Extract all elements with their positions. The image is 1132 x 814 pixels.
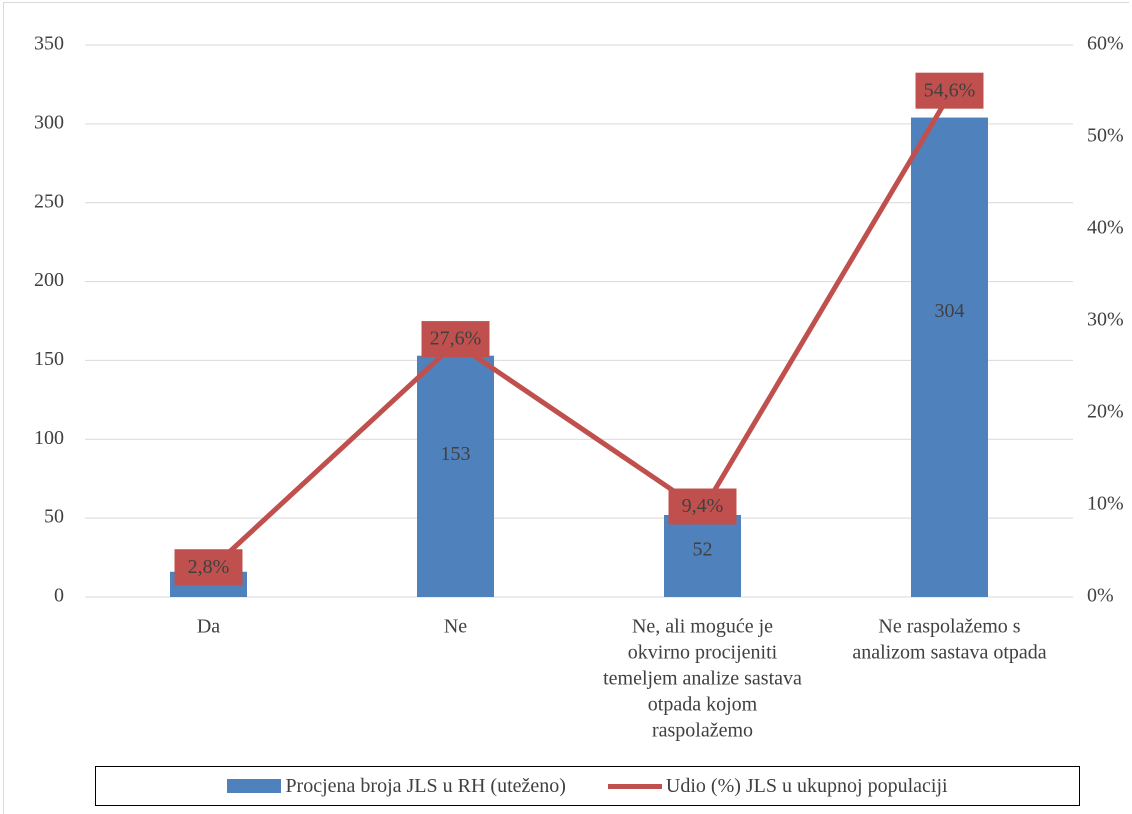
y-left-tick-label: 50 [44, 506, 64, 528]
bar-value-label: 52 [693, 538, 713, 560]
y-right-tick-label: 50% [1087, 125, 1124, 147]
bar [417, 355, 494, 597]
legend-item-bar: Procjena broja JLS u RH (uteženo) [227, 774, 566, 798]
legend-bar-label: Procjena broja JLS u RH (uteženo) [285, 774, 566, 797]
legend-bar-swatch [227, 779, 282, 793]
y-right-tick-label: 20% [1087, 401, 1124, 423]
y-left-tick-label: 300 [34, 111, 64, 133]
bar [911, 117, 988, 597]
y-right-tick-label: 0% [1087, 585, 1114, 607]
y-left-tick-label: 150 [34, 348, 64, 370]
bar [664, 514, 741, 597]
y-right-tick-label: 10% [1087, 493, 1124, 515]
x-tick-label: okvirno procijeniti [628, 642, 778, 664]
legend: Procjena broja JLS u RH (uteženo) Udio (… [95, 766, 1080, 806]
x-tick-label: Ne, ali moguće je [632, 616, 773, 638]
x-tick-label: otpada kojom [648, 694, 758, 716]
legend-line-label: Udio (%) JLS u ukupnoj populaciji [665, 774, 948, 797]
bar-value-label: 304 [935, 300, 965, 322]
line-value-label-box [668, 488, 737, 525]
y-left-tick-label: 350 [34, 33, 64, 55]
line-value-label: 27,6% [430, 328, 482, 350]
x-tick-label: temeljem analize sastava [603, 668, 802, 690]
y-right-tick-label: 40% [1087, 217, 1124, 239]
line-value-label: 54,6% [924, 79, 976, 101]
line-value-label-box [915, 72, 984, 109]
x-tick-label: analizom sastava otpada [852, 642, 1046, 664]
legend-line-swatch [607, 783, 662, 789]
y-right-tick-label: 30% [1087, 309, 1124, 331]
y-right-tick-label: 60% [1087, 33, 1124, 55]
line-value-label: 9,4% [682, 495, 724, 517]
legend-item-line: Udio (%) JLS u ukupnoj populaciji [607, 774, 948, 798]
line-value-label-box [174, 549, 243, 586]
x-tick-label: Ne [444, 616, 467, 638]
series-line [206, 93, 952, 574]
line-value-label: 2,8% [188, 556, 230, 578]
y-left-tick-label: 0 [54, 585, 64, 607]
chart-frame [3, 2, 1129, 814]
x-tick-label: Ne raspolažemo s [878, 616, 1020, 638]
y-left-tick-label: 100 [34, 427, 64, 449]
bar-value-label: 153 [441, 443, 471, 465]
line-value-label-box [421, 321, 490, 358]
y-left-tick-label: 200 [34, 269, 64, 291]
x-tick-label: raspolažemo [652, 720, 753, 742]
y-left-tick-label: 250 [34, 190, 64, 212]
x-tick-label: Da [197, 616, 220, 638]
